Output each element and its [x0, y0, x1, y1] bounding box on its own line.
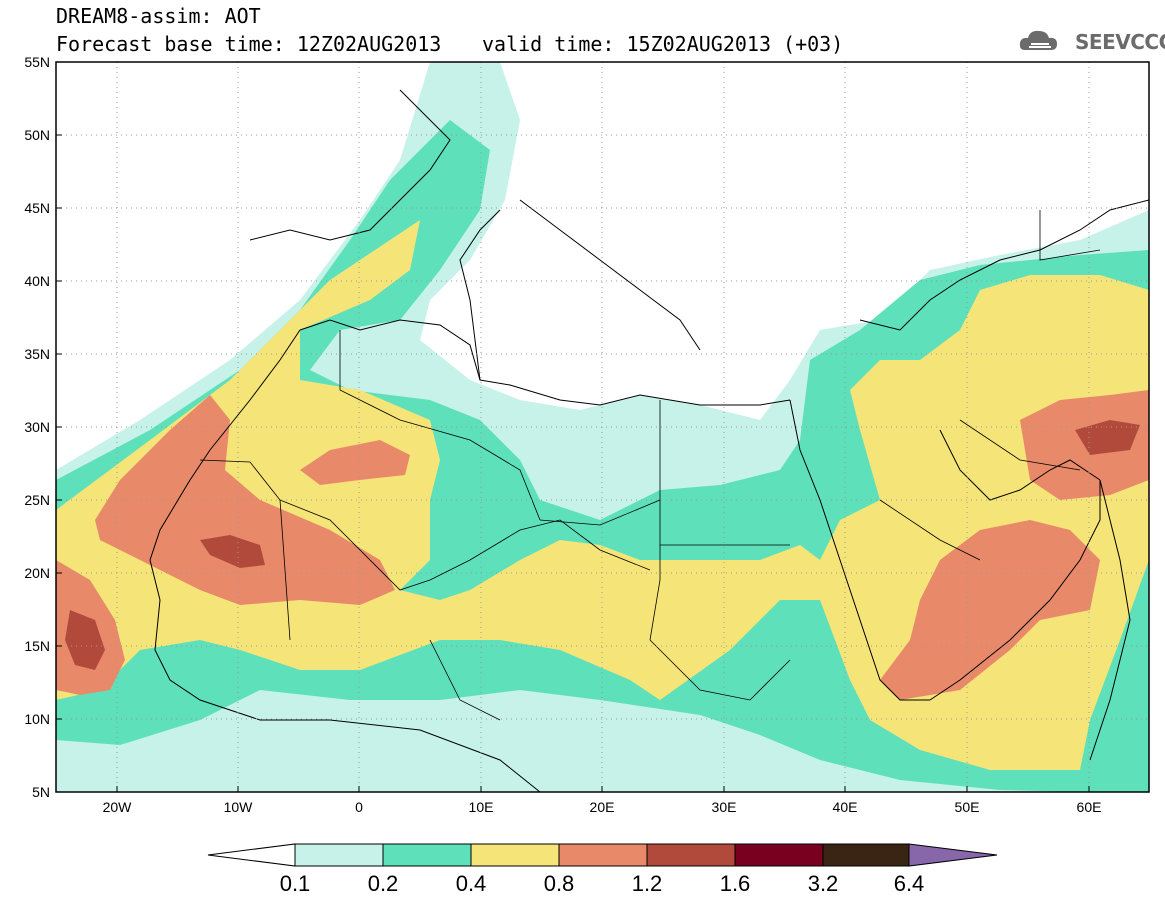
lat-label: 30N: [24, 419, 50, 435]
lat-labels: 55N 50N 45N 40N 35N 30N 25N 20N 15N 10N …: [24, 54, 50, 800]
lat-label: 35N: [24, 346, 50, 362]
lon-label: 20W: [103, 799, 133, 815]
colorbar-swatch: [646, 843, 736, 867]
lon-label: 10E: [469, 799, 494, 815]
colorbar-label: 0.8: [544, 871, 575, 896]
lat-label: 25N: [24, 492, 50, 508]
lon-label: 50E: [955, 799, 980, 815]
lat-label: 10N: [24, 711, 50, 727]
lat-label: 5N: [32, 784, 50, 800]
graticule: [56, 62, 1149, 792]
colorbar-label: 0.1: [280, 871, 311, 896]
country-borders: [199, 210, 1101, 721]
axis-ticks: [56, 61, 1090, 793]
lat-label: 40N: [24, 273, 50, 289]
lon-label: 30E: [712, 799, 737, 815]
lat-label: 55N: [24, 54, 50, 70]
aot-level-1-2: [65, 610, 105, 670]
colorbar-label: 1.6: [720, 871, 751, 896]
lat-label: 20N: [24, 565, 50, 581]
lon-label: 0: [355, 799, 363, 815]
colorbar-swatch: [734, 843, 824, 867]
colorbar-label: 6.4: [894, 871, 925, 896]
colorbar-swatch: [470, 843, 560, 867]
logo-text: SEEVCCC: [1075, 30, 1165, 54]
forecast-base-time: Forecast base time: 12Z02AUG2013: [56, 32, 442, 56]
colorbar-swatch: [382, 843, 472, 867]
lat-label: 50N: [24, 127, 50, 143]
lon-labels: 20W 10W 0 10E 20E 30E 40E 50E 60E: [103, 799, 1102, 815]
colorbar-label: 0.2: [368, 871, 399, 896]
lon-label: 10W: [224, 799, 254, 815]
lon-label: 40E: [833, 799, 858, 815]
lat-label: 45N: [24, 200, 50, 216]
aot-level-1-2: [1075, 420, 1140, 455]
lon-label: 60E: [1077, 799, 1102, 815]
map-title: DREAM8-assim: AOT: [56, 4, 261, 28]
colorbar: [207, 843, 998, 867]
colorbar-low-arrow: [207, 843, 296, 867]
lat-label: 15N: [24, 638, 50, 654]
aot-level-0-8: [300, 440, 410, 485]
colorbar-swatch: [822, 843, 910, 867]
colorbar-swatch: [294, 843, 384, 867]
aot-level-0-8: [95, 395, 395, 605]
valid-time: valid time: 15Z02AUG2013 (+03): [482, 32, 844, 56]
aot-level-0-4: [56, 220, 1149, 770]
lon-label: 20E: [590, 799, 615, 815]
coastlines: [149, 89, 1149, 792]
colorbar-label: 0.4: [456, 871, 487, 896]
aot-level-1-2: [200, 535, 265, 568]
cloud-logo-icon: [1019, 30, 1057, 50]
colorbar-swatch: [558, 843, 648, 867]
aot-level-0-8: [880, 520, 1100, 700]
colorbar-high-arrow: [908, 843, 998, 867]
colorbar-label: 1.2: [632, 871, 663, 896]
colorbar-labels: 0.1 0.2 0.4 0.8 1.2 1.6 3.2 6.4: [280, 871, 925, 896]
colorbar-label: 3.2: [808, 871, 839, 896]
